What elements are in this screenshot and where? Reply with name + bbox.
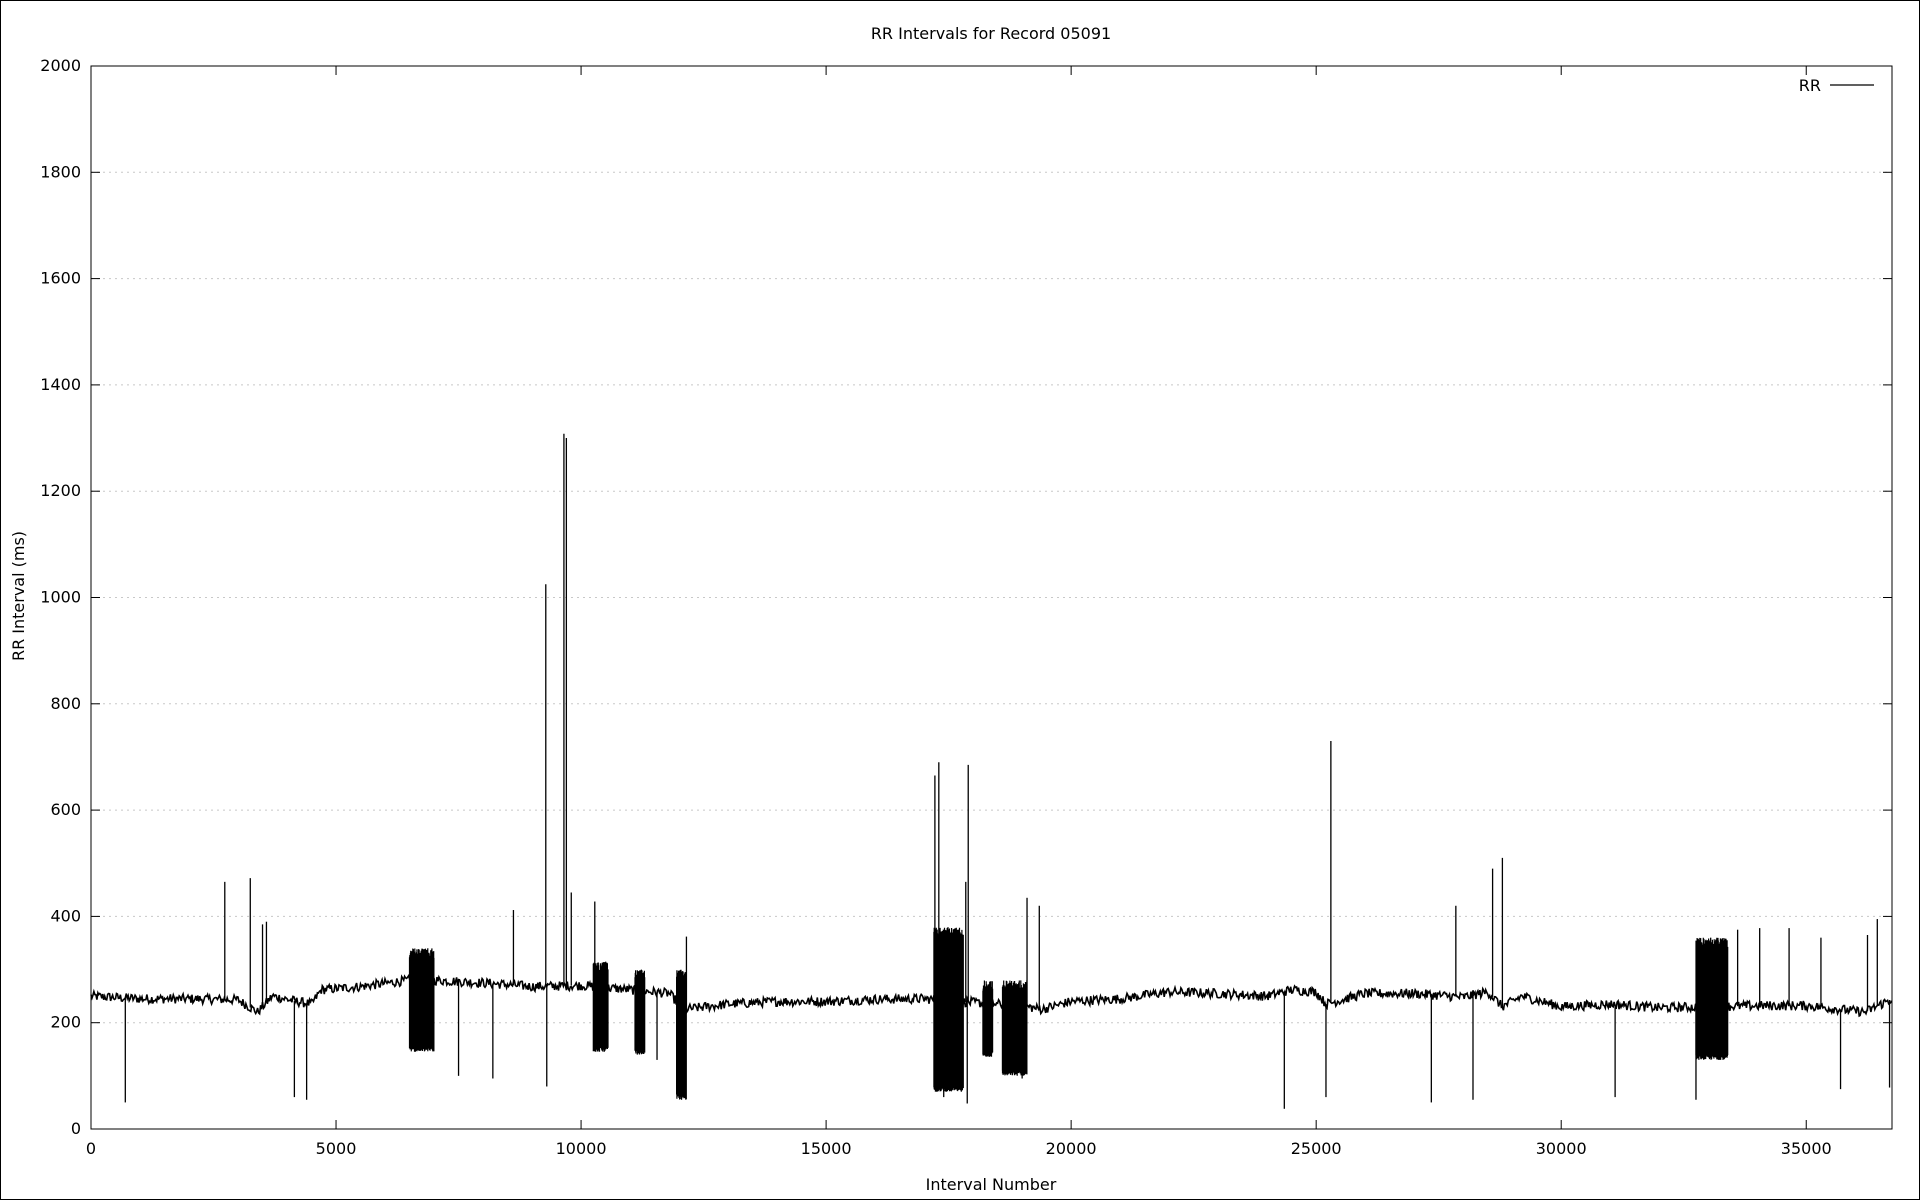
y-tick-label: 1800 [40, 162, 81, 181]
y-axis-label: RR Interval (ms) [9, 531, 28, 661]
series-rr-dense-band [1001, 980, 1028, 1076]
x-tick-label: 25000 [1291, 1139, 1342, 1158]
series-rr-dense-band [982, 980, 994, 1057]
y-tick-label: 2000 [40, 56, 81, 75]
series-rr-dense-band [1695, 937, 1729, 1060]
y-tick-label: 0 [71, 1119, 81, 1138]
x-tick-label: 0 [86, 1139, 96, 1158]
grid-lines [91, 171, 1892, 1024]
x-tick-label: 15000 [801, 1139, 852, 1158]
y-tick-label: 1400 [40, 375, 81, 394]
x-tick-label: 20000 [1046, 1139, 1097, 1158]
x-tick-label: 30000 [1536, 1139, 1587, 1158]
y-tick-label: 1600 [40, 269, 81, 288]
y-tick-label: 1200 [40, 481, 81, 500]
y-tick-label: 800 [50, 694, 81, 713]
series-rr [90, 433, 1893, 1109]
x-tick-label: 5000 [316, 1139, 357, 1158]
x-axis-label: Interval Number [926, 1175, 1057, 1194]
y-tick-label: 600 [50, 800, 81, 819]
y-tick-label: 400 [50, 906, 81, 925]
plot-border [90, 65, 1893, 1130]
legend: RR [1799, 76, 1874, 95]
series-rr-dense-band [408, 948, 435, 1052]
chart-title: RR Intervals for Record 05091 [871, 24, 1111, 43]
x-tick-label: 10000 [556, 1139, 607, 1158]
x-tick-label: 35000 [1781, 1139, 1832, 1158]
y-tick-label: 200 [50, 1013, 81, 1032]
legend-label: RR [1799, 76, 1821, 95]
series-rr-dense-band [592, 961, 609, 1052]
series-rr-dense-band [634, 969, 646, 1055]
y-tick-label: 1000 [40, 588, 81, 607]
